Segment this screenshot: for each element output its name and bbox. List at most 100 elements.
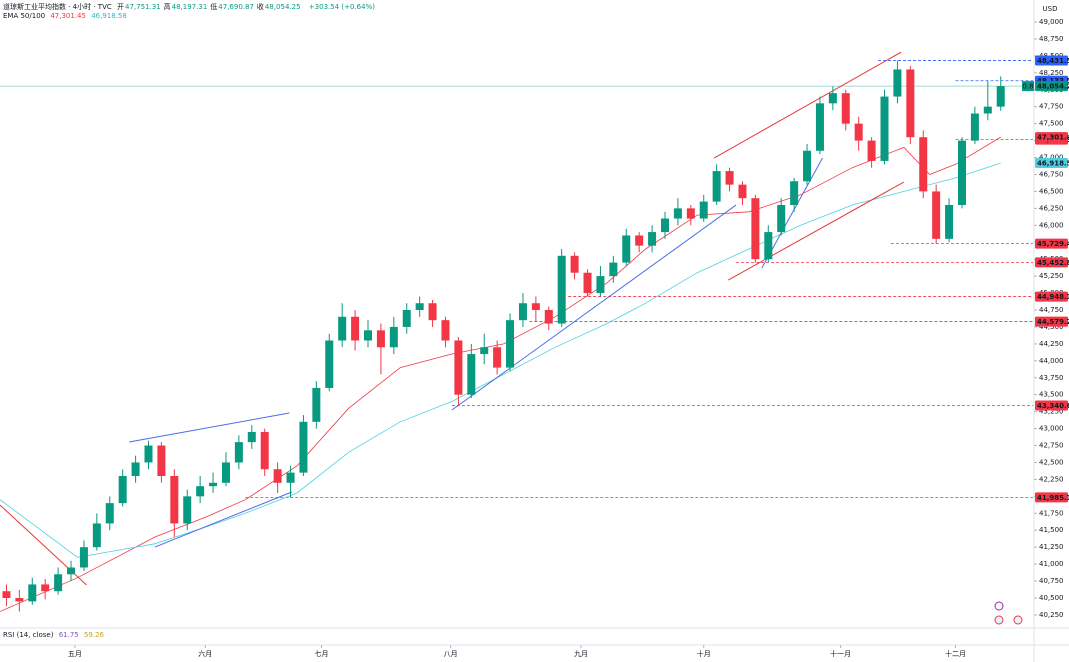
candle-body	[622, 235, 631, 263]
ohlc-value: 48,054.25	[264, 3, 301, 11]
y-tick-label: 41,500	[1039, 526, 1064, 534]
candle-body	[364, 330, 373, 341]
y-tick-label: 44,250	[1039, 340, 1064, 348]
candle-body	[247, 431, 256, 443]
candle-body	[531, 303, 540, 311]
candle-body	[144, 445, 153, 463]
price-tag	[1035, 81, 1068, 92]
y-tick-label: 40,500	[1039, 594, 1064, 602]
y-tick-label: 47,000	[1039, 154, 1064, 162]
price-tag-label: 48,431.58	[1037, 57, 1069, 65]
candle-body	[428, 303, 437, 321]
y-tick-label: 46,250	[1039, 204, 1064, 212]
ohlc-label: 高	[163, 3, 171, 11]
event-icon[interactable]	[994, 615, 1004, 625]
candle-body	[415, 303, 424, 311]
y-tick-label: 47,750	[1039, 103, 1064, 111]
candle-body	[583, 272, 592, 294]
x-tick-label: 九月	[574, 649, 588, 658]
candle-body	[996, 86, 1005, 107]
price-tag-label: 44,579.20	[1037, 318, 1069, 326]
ohlc-value: 47,690.87	[218, 3, 254, 11]
y-tick-label: 43,500	[1039, 391, 1064, 399]
y-tick-label: 49,000	[1039, 18, 1064, 26]
price-tag	[1035, 158, 1068, 169]
candle-body	[544, 310, 553, 324]
rsi-label: RSI (14, close)	[3, 631, 54, 639]
y-tick-label: 42,750	[1039, 442, 1064, 450]
ema-value: 46,918.58	[91, 12, 127, 20]
y-tick-label: 43,000	[1039, 425, 1064, 433]
event-icon[interactable]	[1013, 615, 1023, 625]
candle-body	[131, 462, 140, 477]
price-tag	[1035, 238, 1068, 249]
indicator-label: EMA 50/100	[3, 12, 46, 20]
candle-body	[79, 547, 88, 568]
candle-body	[157, 445, 166, 477]
candle-body	[260, 431, 269, 470]
countdown-box	[1022, 81, 1034, 92]
price-tag	[1035, 316, 1068, 327]
candle-body	[325, 340, 334, 388]
price-tag	[1035, 257, 1068, 268]
y-tick-label: 42,250	[1039, 475, 1064, 483]
trendline	[129, 412, 290, 443]
y-tick-label: 43,750	[1039, 374, 1064, 382]
trendline	[154, 491, 293, 548]
candle-body	[183, 496, 192, 524]
y-tick-label: 47,500	[1039, 120, 1064, 128]
price-tag	[1035, 55, 1068, 66]
candle-body	[170, 476, 179, 524]
candle-body	[15, 597, 24, 602]
candle-body	[828, 93, 837, 104]
candle-body	[764, 232, 773, 260]
candle-body	[983, 106, 992, 114]
price-tag-label: 45,729.42	[1037, 240, 1069, 248]
ema-line	[0, 136, 1001, 612]
candle-body	[803, 150, 812, 182]
ohlc-label: 低	[210, 3, 218, 11]
candle-body	[209, 482, 218, 487]
change: +303.54 (+0.64%)	[308, 3, 375, 11]
price-tag-label: 41,985.15	[1037, 494, 1069, 502]
candle-body	[402, 310, 411, 327]
candle-body	[738, 184, 747, 199]
candle-body	[777, 204, 786, 233]
candle-body	[376, 330, 385, 348]
rsi-value: 59.26	[83, 631, 105, 639]
y-tick-label: 41,000	[1039, 560, 1064, 568]
candle-body	[118, 476, 127, 504]
candle-body	[712, 171, 721, 202]
trendline	[713, 51, 902, 159]
candle-body	[67, 567, 76, 575]
candle-body	[234, 442, 243, 463]
rsi-legend: RSI (14, close) 61.75 59.26	[3, 631, 107, 639]
ohlc-legend: 开47,751.31 高48,197.31 低47,690.87 收48,054.25	[117, 3, 304, 11]
candle-body	[351, 316, 360, 341]
candle-body	[493, 347, 502, 368]
candle-body	[338, 316, 347, 341]
y-tick-label: 45,250	[1039, 272, 1064, 280]
y-tick-label: 41,250	[1039, 543, 1064, 551]
rsi-value: 61.75	[58, 631, 79, 639]
candle-body	[699, 201, 708, 219]
x-tick-label: 六月	[198, 649, 212, 658]
y-tick-label: 46,000	[1039, 221, 1064, 229]
candle-body	[286, 472, 295, 483]
candle-body	[854, 123, 863, 141]
y-tick-label: 46,750	[1039, 170, 1064, 178]
x-tick-label: 十二月	[945, 649, 966, 658]
indicator-legend: EMA 50/100 47,301.45 46,918.58	[3, 12, 130, 20]
y-tick-label: 44,000	[1039, 357, 1064, 365]
event-icon[interactable]	[994, 601, 1004, 611]
candle-body	[932, 191, 941, 239]
price-tag-label: 45,452.84	[1037, 259, 1069, 267]
candle-body	[957, 140, 966, 205]
symbol-title: 道琼斯工业平均指数 · 4小时 · TVC	[3, 3, 112, 11]
candle-body	[790, 181, 799, 205]
x-tick-label: 十月	[697, 649, 711, 658]
candle-body	[660, 218, 669, 233]
candle-body	[221, 462, 230, 483]
